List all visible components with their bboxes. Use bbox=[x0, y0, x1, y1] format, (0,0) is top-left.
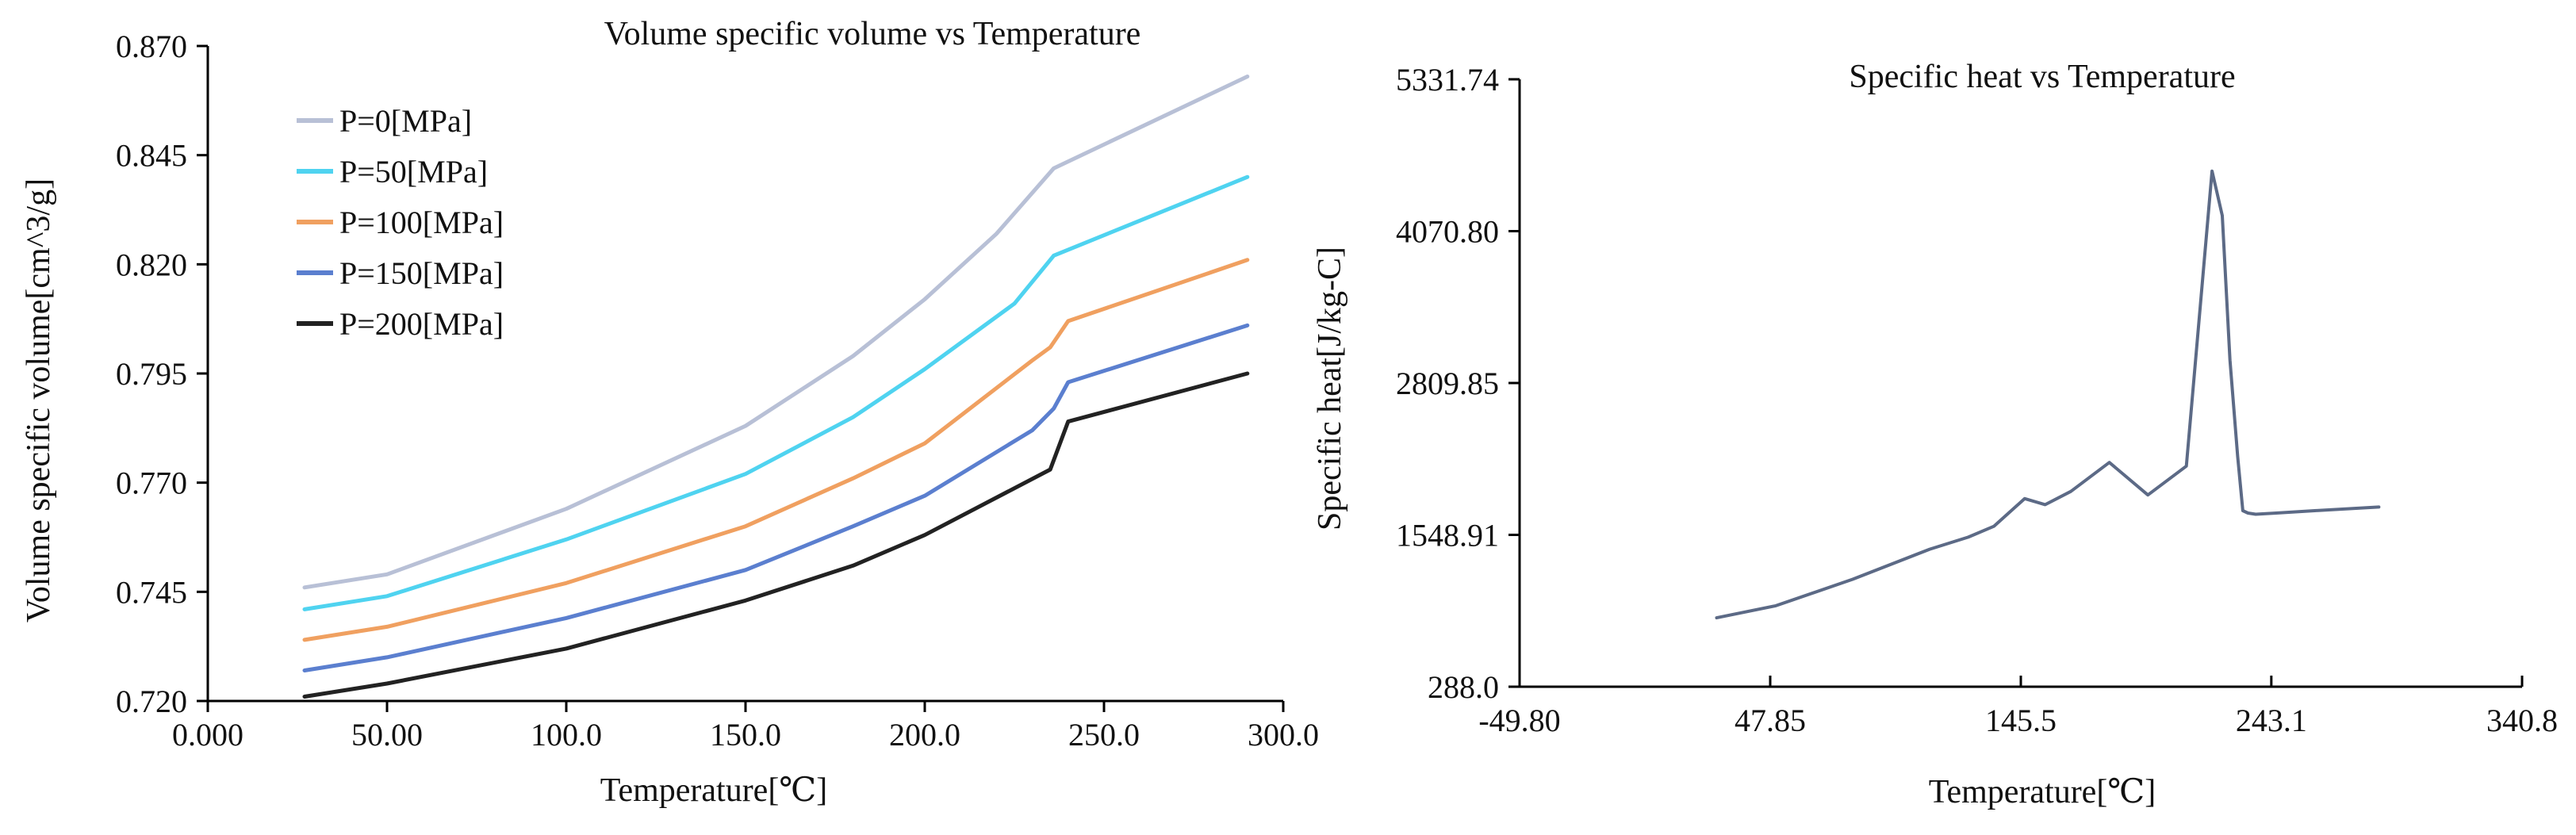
volume-chart-series-line-4 bbox=[302, 371, 1250, 699]
specific-heat-chart-x-tick-label: 47.85 bbox=[1735, 703, 1806, 738]
volume-chart-y-tick-label: 0.770 bbox=[116, 465, 187, 501]
volume-chart-y-tick-label: 0.745 bbox=[116, 574, 187, 610]
volume-chart-x-tick-label: 200.0 bbox=[889, 717, 960, 753]
specific-heat-chart-y-tick-label: 2809.85 bbox=[1396, 366, 1499, 401]
specific-heat-chart-x-tick-label: 243.1 bbox=[2236, 703, 2307, 738]
volume-chart-x-axis-label: Temperature[℃] bbox=[600, 772, 828, 809]
volume-chart-series-line-0 bbox=[302, 75, 1250, 590]
specific-heat-chart-x-tick-label: 340.8 bbox=[2486, 703, 2558, 738]
volume-chart-x-tick-label: 0.000 bbox=[172, 717, 243, 753]
volume-chart-y-axis-label: Volume specific volume[cm^3/g] bbox=[21, 178, 57, 622]
specific-heat-chart-x-tick-label: -49.80 bbox=[1478, 703, 1560, 738]
volume-chart-title: Volume specific volume vs Temperature bbox=[604, 16, 1141, 52]
specific-heat-chart-x-axis-label: Temperature[℃] bbox=[1929, 774, 2156, 810]
volume-chart-legend: P=0[MPa] P=50[MPa] P=100[MPa] P=150[MPa] P=2… bbox=[297, 103, 504, 342]
volume-chart-series-line-2 bbox=[302, 258, 1250, 642]
volume-chart-x-tick-label: 250.0 bbox=[1068, 717, 1140, 753]
specific-heat-chart-axes bbox=[1518, 79, 2522, 688]
volume-chart-x-tick-label: 150.0 bbox=[710, 717, 781, 753]
volume-chart-x-tick-label: 100.0 bbox=[531, 717, 602, 753]
specific-heat-chart-title: Specific heat vs Temperature bbox=[1849, 59, 2235, 95]
volume-chart-y-tick-label: 0.795 bbox=[116, 356, 187, 392]
volume-chart: Volume specific volume vs Temperature 0.… bbox=[21, 16, 1319, 809]
volume-chart-y-tick-label: 0.845 bbox=[116, 138, 187, 174]
legend-label-3: P=150[MPa] bbox=[339, 255, 504, 291]
legend-label-2: P=100[MPa] bbox=[339, 205, 504, 240]
volume-chart-series-line-3 bbox=[302, 323, 1250, 672]
volume-chart-x-tick-label: 300.0 bbox=[1248, 717, 1319, 753]
volume-chart-y-tick-label: 0.870 bbox=[116, 29, 187, 64]
volume-chart-ticks: 0.720 0.745 0.770 0.795 0.820 0.845 0.870 0.000… bbox=[116, 29, 1319, 753]
specific-heat-chart-y-tick-label: 5331.74 bbox=[1396, 62, 1499, 98]
volume-chart-y-tick-label: 0.720 bbox=[116, 684, 187, 719]
specific-heat-chart-y-tick-label: 4070.80 bbox=[1396, 214, 1499, 250]
specific-heat-chart-y-tick-label: 288.0 bbox=[1428, 669, 1499, 705]
specific-heat-chart: Specific heat vs Temperature 288.0 1548.9… bbox=[1312, 59, 2558, 810]
volume-chart-x-tick-label: 50.00 bbox=[351, 717, 423, 753]
legend-label-4: P=200[MPa] bbox=[339, 306, 504, 342]
specific-heat-chart-x-tick-label: 145.5 bbox=[1985, 703, 2057, 738]
volume-chart-y-tick-label: 0.820 bbox=[116, 247, 187, 282]
specific-heat-chart-series-line-0 bbox=[1715, 169, 2381, 620]
legend-label-0: P=0[MPa] bbox=[339, 103, 472, 139]
specific-heat-chart-series bbox=[1715, 169, 2381, 620]
specific-heat-chart-y-axis-label: Specific heat[J/kg-C] bbox=[1312, 247, 1348, 530]
legend-label-1: P=50[MPa] bbox=[339, 154, 488, 190]
volume-chart-axes bbox=[206, 46, 1283, 703]
volume-chart-series-line-1 bbox=[302, 174, 1250, 611]
specific-heat-chart-ticks: 288.0 1548.91 2809.85 4070.80 5331.74 -49.80 4… bbox=[1396, 62, 2558, 738]
specific-heat-chart-y-tick-label: 1548.91 bbox=[1396, 518, 1499, 553]
volume-chart-series bbox=[302, 75, 1250, 699]
